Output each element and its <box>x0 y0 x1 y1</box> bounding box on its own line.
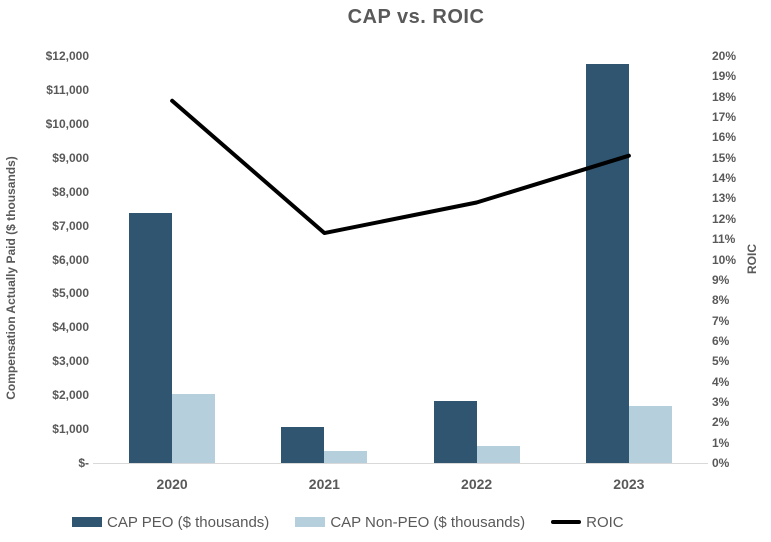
right-axis-tick: 9% <box>712 272 730 287</box>
right-axis-tick: 6% <box>712 333 730 348</box>
x-axis-labels: 2020 2021 2022 2023 <box>96 474 705 494</box>
right-axis-tick: 15% <box>712 150 737 165</box>
right-axis-tick: 11% <box>712 232 736 247</box>
right-axis-tick: 13% <box>712 191 737 206</box>
left-axis-tick: $4,000 <box>52 320 89 335</box>
bar-cap-non-peo <box>476 446 520 463</box>
right-axis-tick: 2% <box>712 415 730 430</box>
right-axis-tick: 20% <box>712 49 737 63</box>
right-axis-tick: 3% <box>712 394 730 409</box>
x-axis-label: 2020 <box>156 476 188 492</box>
right-axis-tick: 16% <box>712 130 737 145</box>
left-axis-tick: $7,000 <box>52 218 89 233</box>
left-axis-tick: $1,000 <box>52 422 89 437</box>
right-axis-tick: 12% <box>712 211 737 226</box>
left-axis-tick: $10,000 <box>45 116 89 131</box>
x-axis-line <box>93 463 708 464</box>
left-axis-tick: $9,000 <box>52 150 89 165</box>
right-axis-tick: 17% <box>712 110 737 125</box>
right-axis-tick: 18% <box>712 89 737 104</box>
right-axis-tick: 0% <box>712 456 730 470</box>
cap-non-peo-swatch <box>295 517 326 527</box>
left-axis-tick: $12,000 <box>45 49 89 63</box>
x-axis-label: 2023 <box>613 476 645 492</box>
left-axis-tick: $- <box>78 456 89 470</box>
bar-cap-peo <box>129 213 173 463</box>
bar-cap-non-peo <box>172 393 216 463</box>
right-axis-tick: 10% <box>712 252 737 267</box>
right-axis-tick: 8% <box>712 293 730 308</box>
legend: CAP PEO ($ thousands) CAP Non-PEO ($ tho… <box>72 508 624 536</box>
bar-cap-peo <box>281 427 325 463</box>
left-axis-tick: $5,000 <box>52 286 89 301</box>
right-axis-tick: 14% <box>712 171 737 186</box>
legend-item-cap-non-peo: CAP Non-PEO ($ thousands) <box>295 514 525 531</box>
right-axis-tick: 4% <box>712 374 730 389</box>
right-axis-tick: 5% <box>712 354 730 369</box>
legend-item-roic: ROIC <box>551 514 624 531</box>
left-axis-tick: $11,000 <box>46 82 89 97</box>
legend-label-cap-peo: CAP PEO ($ thousands) <box>107 513 270 531</box>
plot-area <box>93 56 708 464</box>
left-axis-tick: $2,000 <box>52 388 89 403</box>
right-axis-tick: 1% <box>712 435 730 450</box>
legend-label-cap-non-peo: CAP Non-PEO ($ thousands) <box>330 513 526 531</box>
cap-peo-swatch <box>72 517 102 527</box>
right-axis-ticks: 20% 19% 18% 17% 16% 15% 14% 13% 12% 11% 10% 9% 8% 7% 6… <box>712 49 762 470</box>
left-axis-tick: $6,000 <box>52 252 89 267</box>
right-axis-tick: 7% <box>712 313 730 328</box>
right-axis-tick: 19% <box>712 69 737 84</box>
roic-line-layer <box>170 98 631 236</box>
bar-cap-peo <box>433 400 477 463</box>
bar-cap-peo <box>585 64 629 463</box>
legend-item-cap-peo: CAP PEO ($ thousands) <box>72 514 269 531</box>
roic-swatch <box>551 520 582 524</box>
left-axis-ticks: $12,000 $11,000 $10,000 $9,000 $8,000 $7,000 $… <box>0 49 89 470</box>
left-axis-tick: $8,000 <box>52 184 89 199</box>
legend-label-roic: ROIC <box>586 513 624 531</box>
bar-cap-non-peo <box>628 406 672 463</box>
left-axis-tick: $3,000 <box>52 354 89 369</box>
x-axis-label: 2022 <box>461 476 493 492</box>
chart-title: CAP vs. ROIC <box>347 6 485 28</box>
roic-line <box>170 98 631 236</box>
bar-cap-non-peo <box>324 451 368 463</box>
x-axis-label: 2021 <box>308 476 340 492</box>
